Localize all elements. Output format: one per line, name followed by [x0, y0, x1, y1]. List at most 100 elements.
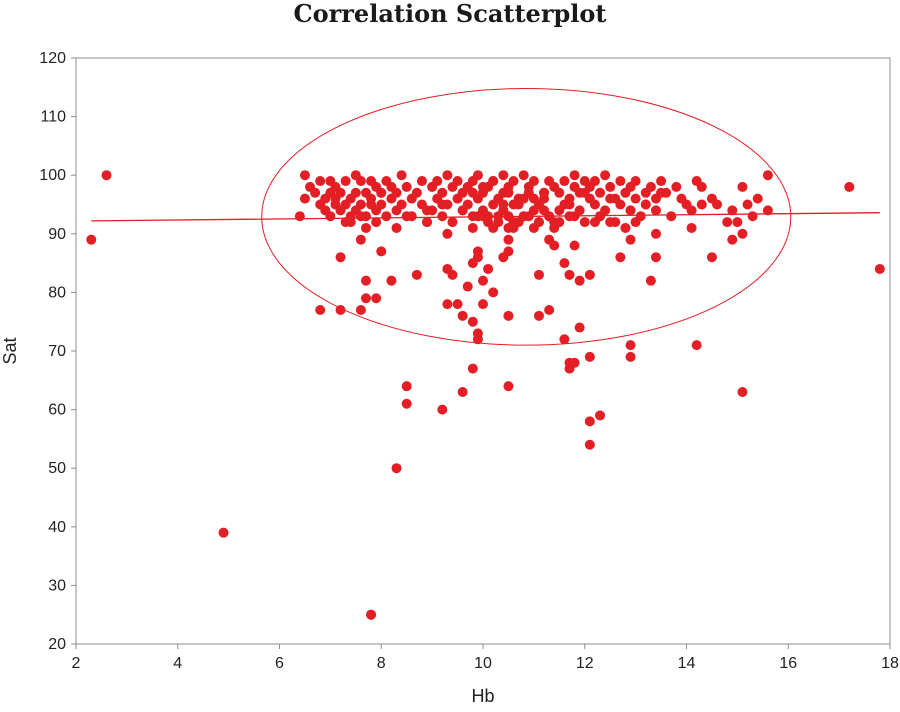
data-point [671, 181, 682, 192]
data-point [411, 187, 422, 198]
data-point [727, 205, 738, 216]
data-point [366, 199, 377, 210]
data-point [294, 211, 305, 222]
data-point [401, 381, 412, 392]
data-point [86, 234, 97, 245]
data-point [462, 281, 473, 292]
data-point [533, 310, 544, 321]
data-point [391, 187, 402, 198]
y-tick-label: 20 [48, 636, 66, 653]
data-point [645, 275, 656, 286]
data-point [350, 187, 361, 198]
x-tick-label: 8 [377, 655, 386, 672]
data-point [549, 222, 560, 233]
data-point [452, 176, 463, 187]
data-point [498, 187, 509, 198]
data-point [625, 340, 636, 351]
data-point [381, 211, 392, 222]
x-axis-label: Hb [471, 686, 494, 706]
data-point [650, 228, 661, 239]
data-point [503, 381, 514, 392]
data-point [533, 269, 544, 280]
data-point [584, 351, 595, 362]
data-point [508, 199, 519, 210]
y-tick-label: 120 [39, 50, 66, 67]
data-point [503, 310, 514, 321]
data-point [335, 304, 346, 315]
data-point [488, 222, 499, 233]
data-point [650, 252, 661, 263]
data-point [457, 387, 468, 398]
data-point [467, 363, 478, 374]
data-point [299, 170, 310, 181]
x-tick-label: 2 [72, 655, 81, 672]
data-point [610, 193, 621, 204]
data-point [564, 357, 575, 368]
data-point [605, 181, 616, 192]
data-point [310, 187, 321, 198]
correlation-ellipse [261, 87, 792, 346]
data-point [376, 246, 387, 257]
data-point [442, 299, 453, 310]
data-point [574, 322, 585, 333]
data-point [472, 328, 483, 339]
data-point [650, 205, 661, 216]
data-point [416, 176, 427, 187]
y-axis-label: Sat [0, 337, 20, 364]
data-point [600, 170, 611, 181]
data-point [518, 170, 529, 181]
x-tick-label: 18 [881, 655, 899, 672]
data-point [330, 193, 341, 204]
data-point [656, 187, 667, 198]
x-tick-label: 10 [474, 655, 492, 672]
data-point [360, 275, 371, 286]
data-point [376, 199, 387, 210]
y-tick-label: 40 [48, 519, 66, 536]
data-point [686, 205, 697, 216]
data-point [355, 211, 366, 222]
data-point [335, 252, 346, 263]
data-point [528, 176, 539, 187]
data-point [564, 199, 575, 210]
data-point [422, 205, 433, 216]
data-point [696, 199, 707, 210]
data-point [401, 181, 412, 192]
data-point [457, 310, 468, 321]
data-point [762, 170, 773, 181]
data-point [752, 193, 763, 204]
data-point [355, 176, 366, 187]
data-point [503, 246, 514, 257]
data-point [478, 299, 488, 310]
data-point [371, 217, 382, 228]
data-point [625, 351, 636, 362]
data-point [645, 181, 656, 192]
y-tick-label: 80 [48, 284, 66, 301]
data-point [371, 293, 382, 304]
trendline-group [91, 212, 880, 222]
data-point [498, 170, 509, 181]
data-point [478, 275, 488, 286]
data-point [579, 187, 590, 198]
data-point [396, 199, 407, 210]
data-point [706, 252, 717, 263]
data-point [401, 398, 412, 409]
data-point [620, 222, 631, 233]
data-point [640, 199, 651, 210]
data-point [396, 170, 407, 181]
data-point [478, 181, 488, 192]
data-point [432, 176, 443, 187]
data-point [559, 334, 570, 345]
data-points [86, 170, 885, 620]
x-tick-label: 14 [678, 655, 696, 672]
data-point [447, 217, 458, 228]
data-point [574, 275, 585, 286]
data-point [345, 217, 356, 228]
data-point [747, 211, 758, 222]
x-tick-label: 4 [173, 655, 182, 672]
data-point [355, 304, 366, 315]
data-point [544, 304, 555, 315]
data-point [391, 222, 402, 233]
data-point [447, 269, 458, 280]
y-tick-labels: 20 30 40 50 60 70 80 90 100 110 120 [39, 50, 76, 653]
